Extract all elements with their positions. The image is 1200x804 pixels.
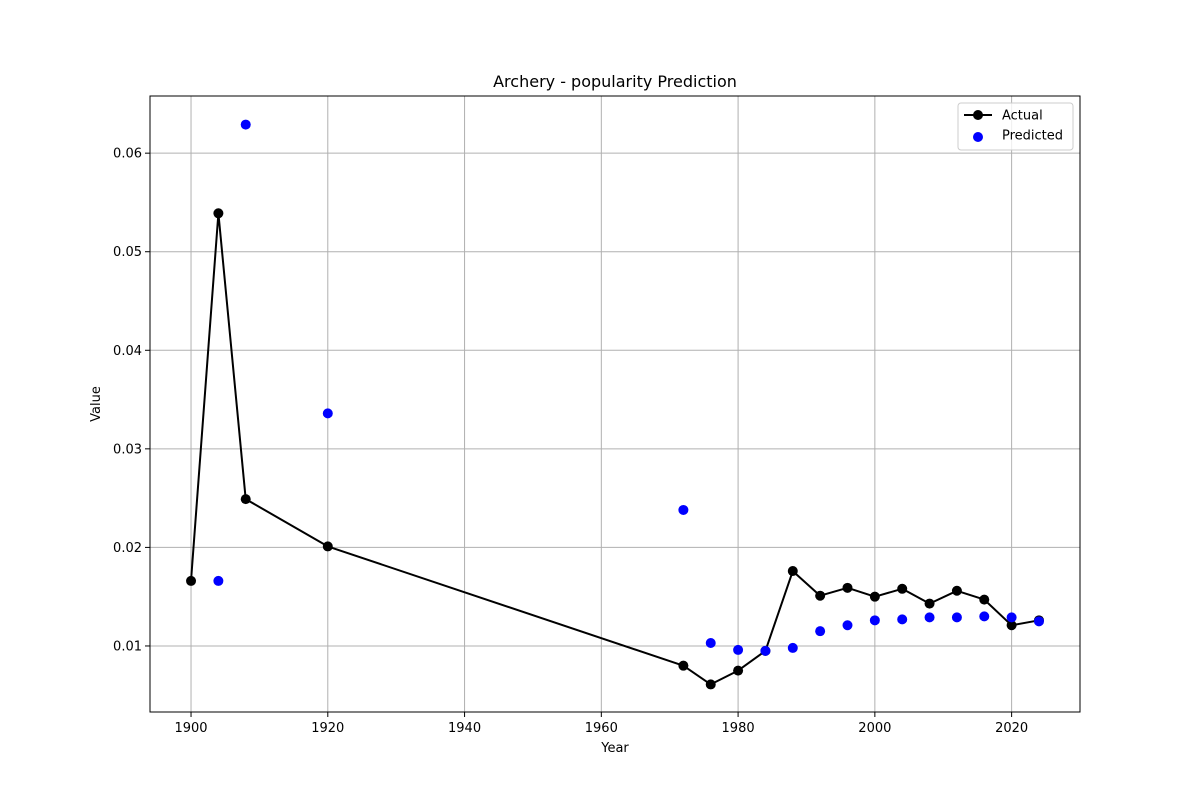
plot-series — [186, 119, 1044, 690]
predicted-point — [760, 645, 771, 656]
predicted-point — [924, 612, 935, 623]
x-tick-label: 1900 — [174, 721, 207, 736]
actual-point — [186, 575, 197, 586]
predicted-point — [678, 504, 689, 515]
predicted-point — [979, 611, 990, 622]
legend-predicted-marker — [973, 132, 983, 142]
predicted-point — [1006, 612, 1017, 623]
chart-title: Archery - popularity Prediction — [493, 72, 737, 91]
predicted-point — [705, 638, 716, 649]
axis-ticks: 1900 1920 1940 1960 1980 2000 2020 0.01 0.02 0.03… — [113, 147, 1028, 736]
y-axis-title: Value — [89, 386, 104, 422]
predicted-point — [842, 620, 853, 631]
x-tick-label: 2000 — [858, 721, 891, 736]
grid-lines — [150, 96, 1080, 712]
y-tick-label: 0.03 — [113, 442, 142, 457]
actual-point — [705, 679, 716, 690]
predicted-point — [213, 575, 224, 586]
predicted-point — [951, 612, 962, 623]
predicted-point — [787, 642, 798, 653]
actual-point — [787, 566, 798, 577]
predicted-point — [733, 644, 744, 655]
legend-actual-marker — [973, 110, 983, 120]
y-tick-label: 0.02 — [113, 541, 142, 556]
actual-point — [733, 665, 744, 676]
x-tick-label: 1980 — [722, 721, 755, 736]
actual-point — [1006, 620, 1017, 631]
x-tick-label: 1920 — [311, 721, 344, 736]
predicted-point — [869, 615, 880, 626]
actual-point — [815, 590, 826, 601]
actual-point — [240, 494, 251, 505]
actual-point — [897, 583, 908, 594]
x-tick-label: 1940 — [448, 721, 481, 736]
actual-point — [924, 598, 935, 609]
legend-predicted-label: Predicted — [1002, 129, 1063, 144]
actual-point — [322, 541, 333, 552]
actual-point — [869, 591, 880, 602]
predicted-point — [815, 626, 826, 637]
predicted-point — [1033, 616, 1044, 627]
predicted-point — [240, 119, 251, 130]
legend-actual-label: Actual — [1002, 109, 1043, 124]
y-tick-label: 0.04 — [113, 344, 142, 359]
y-tick-label: 0.05 — [113, 245, 142, 260]
x-tick-label: 2020 — [995, 721, 1028, 736]
y-tick-label: 0.06 — [113, 147, 142, 162]
actual-point — [213, 208, 224, 219]
actual-point — [678, 660, 689, 671]
actual-point — [951, 585, 962, 596]
predicted-point — [322, 408, 333, 419]
legend: Actual Predicted — [957, 102, 1074, 151]
actual-point — [842, 582, 853, 593]
plot-area-frame — [149, 95, 1081, 713]
x-tick-label: 1960 — [585, 721, 618, 736]
predicted-point — [897, 614, 908, 625]
y-tick-label: 0.01 — [113, 639, 142, 654]
x-axis-title: Year — [600, 741, 629, 756]
actual-point — [979, 594, 990, 605]
